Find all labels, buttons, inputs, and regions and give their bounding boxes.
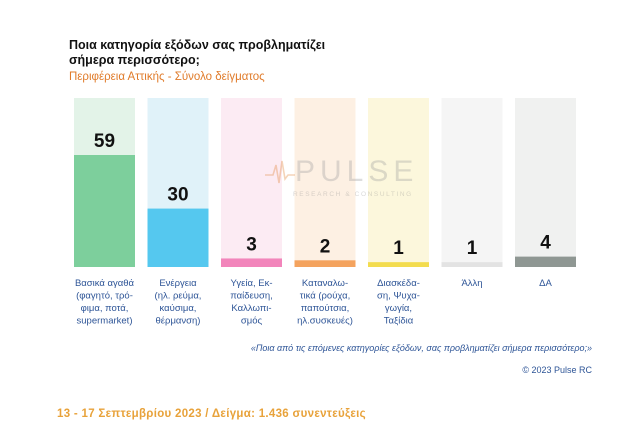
column-background	[515, 98, 576, 264]
survey-question: «Ποια από τις επόμενες κατηγορίες εξόδων…	[250, 343, 592, 353]
bar-baseline	[441, 264, 503, 267]
category-label: θέρμανση)	[156, 316, 201, 327]
bar	[74, 155, 135, 264]
category-label: γωγία,	[385, 303, 412, 314]
bar-baseline	[515, 264, 576, 267]
watermark-tagline: RESEARCH & CONSULTING	[293, 191, 413, 198]
bar	[221, 258, 282, 264]
category-label: (ηλ. ρεύμα,	[155, 291, 202, 302]
bar-value-label: 2	[320, 236, 331, 257]
bar-value-label: 1	[393, 238, 404, 259]
bar-baseline	[147, 264, 209, 267]
category-label: ση, Ψυχα-	[377, 291, 420, 302]
category-label: παίδευση,	[230, 291, 273, 302]
category-label: παπούτσια,	[301, 303, 350, 314]
chart-title-line-1: Ποια κατηγορία εξόδων σας προβληματίζει	[69, 38, 326, 52]
bar-baseline	[368, 264, 429, 267]
bar-value-label: 30	[167, 185, 188, 206]
copyright-notice: © 2023 Pulse RC	[522, 365, 592, 375]
column-background	[221, 98, 282, 264]
chart-title-line-2: σήμερα περισσότερο;	[69, 53, 200, 67]
bar	[441, 262, 503, 264]
category-label: Καλλωπι-	[231, 303, 271, 314]
bar-value-label: 59	[94, 131, 115, 152]
pulse-logo-icon	[265, 160, 295, 184]
category-label: φιμα, ποτά,	[81, 303, 129, 314]
bar	[515, 256, 576, 264]
bar-baseline	[294, 264, 356, 267]
bar	[294, 260, 356, 264]
category-label: (φαγητό, τρό-	[76, 291, 133, 302]
bar-value-label: 3	[246, 234, 257, 255]
category-label: Καταναλω-	[302, 278, 348, 289]
chart-subtitle: Περιφέρεια Αττικής - Σύνολο δείγματος	[69, 71, 265, 83]
bar-baseline	[221, 264, 282, 267]
column-background	[441, 98, 503, 264]
category-label: Ενέργεια	[159, 278, 197, 289]
bar-baseline	[74, 264, 135, 267]
category-label: ΔΑ	[539, 278, 552, 289]
bar-value-label: 1	[467, 238, 478, 259]
chart-title: Ποια κατηγορία εξόδων σας προβληματίζει …	[69, 38, 325, 68]
category-label: ηλ.συσκευές)	[297, 316, 353, 327]
category-label: Διασκέδα-	[377, 278, 420, 289]
bar-value-label: 4	[540, 233, 551, 254]
category-label: Υγεία, Εκ-	[231, 278, 273, 289]
bar	[147, 208, 209, 264]
bar	[368, 262, 429, 264]
category-label: σμός	[241, 316, 263, 327]
column-background	[368, 98, 429, 264]
category-label: Βασικά αγαθά	[75, 278, 135, 289]
survey-footer: 13 - 17 Σεπτεμβρίου 2023 / Δείγμα: 1.436…	[57, 408, 366, 420]
category-label: τικά (ρούχα,	[300, 291, 351, 302]
category-label: Ταξίδια	[384, 316, 414, 327]
category-label: καύσιμα,	[160, 303, 197, 314]
category-label: Άλλη	[461, 278, 482, 289]
watermark-brand: PULSE	[295, 155, 419, 188]
category-label: supermarket)	[77, 316, 133, 327]
column-background	[294, 98, 356, 264]
